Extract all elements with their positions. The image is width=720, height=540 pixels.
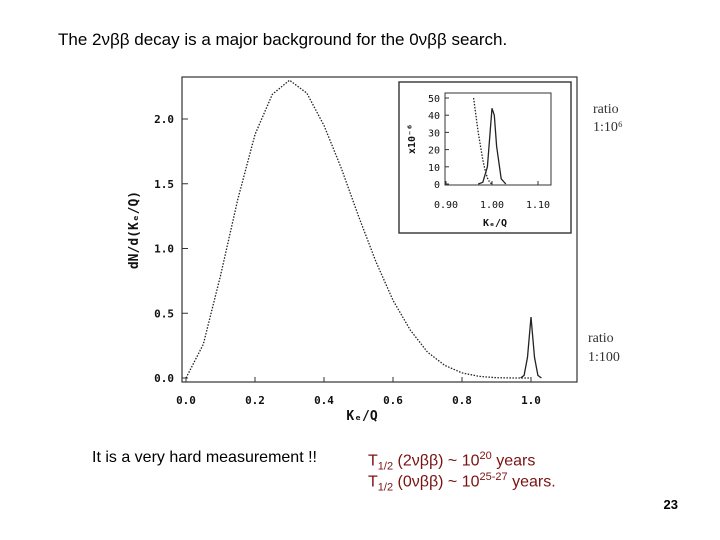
inset-frame <box>398 81 572 234</box>
y-tick-label: 2.0 <box>154 113 174 126</box>
inset-y-tick-label: 30 <box>428 128 440 139</box>
measurement-note: It is a very hard measurement !! <box>92 449 317 466</box>
annotation-ratio-inset: ratio 1:10⁶ <box>593 102 623 135</box>
half-life-0v-suffix: years. <box>507 473 556 491</box>
annotation-ratio-main: ratio 1:100 <box>588 331 620 365</box>
y-axis-label: dN/d(Kₑ/Q) <box>127 191 142 269</box>
inset-y-tick-label: 40 <box>428 111 440 122</box>
annotation-ratio-inset-line2: 1:10⁶ <box>593 120 623 135</box>
half-life-2v-exp: 20 <box>479 450 492 462</box>
half-life-2v-prefix: T <box>368 452 378 470</box>
main-series-line-0 <box>185 79 531 379</box>
y-tick-label: 1.5 <box>154 178 174 191</box>
page-number: 23 <box>663 497 678 512</box>
inset-y-tick-label: 20 <box>428 146 440 157</box>
half-life-0v-sub: 1/2 <box>377 481 394 494</box>
x-tick-label: 0.6 <box>383 394 403 407</box>
half-life-0v-mid: (0νββ) ~ 10 <box>393 473 480 491</box>
y-tick-label: 1.0 <box>154 243 174 256</box>
y-tick-label: 0.5 <box>154 307 174 320</box>
y-tick-label: 0.0 <box>154 372 174 385</box>
x-tick-label: 0.8 <box>452 394 472 407</box>
x-tick-label: 1.0 <box>521 394 541 407</box>
half-life-0v-exp: 25-27 <box>479 471 508 483</box>
inset-y-tick-label: 10 <box>428 163 440 174</box>
inset-x-tick-label: 0.90 <box>434 200 458 211</box>
slide-title: The 2νββ decay is a major background for… <box>58 30 508 49</box>
inset-y-axis-label: x10⁻⁶ <box>407 124 418 154</box>
x-tick-label: 0.2 <box>245 394 265 407</box>
inset-plot-area <box>444 92 552 186</box>
inset-x-tick-label: 1.10 <box>526 200 550 211</box>
inset-series-line-0 <box>472 97 493 185</box>
x-axis-label: Kₑ/Q <box>346 409 377 424</box>
half-life-2v-sub: 1/2 <box>377 460 394 473</box>
annotation-ratio-main-line1: ratio <box>588 331 614 346</box>
inset-x-tick-label: 1.00 <box>480 200 504 211</box>
annotation-ratio-main-line2: 1:100 <box>588 350 620 365</box>
half-life-0v-prefix: T <box>368 473 378 491</box>
half-life-2v-mid: (2νββ) ~ 10 <box>393 452 480 470</box>
x-tick-label: 0.0 <box>176 394 196 407</box>
main-series-line-1 <box>520 317 542 379</box>
plot-frame <box>181 76 578 383</box>
half-life-2v: T1/2 (2νββ) ~ 1020 years <box>368 450 535 473</box>
inset-y-tick-label: 0 <box>434 180 440 191</box>
x-tick-label: 0.4 <box>314 394 334 407</box>
inset-series-line-1 <box>477 108 507 185</box>
half-life-0v: T1/2 (0νββ) ~ 1025-27 years. <box>368 471 556 494</box>
inset-y-tick-label: 50 <box>428 94 440 105</box>
inset-x-axis-label: Kₑ/Q <box>483 218 507 229</box>
annotation-ratio-inset-line1: ratio <box>593 102 619 117</box>
half-life-2v-suffix: years <box>491 452 536 470</box>
